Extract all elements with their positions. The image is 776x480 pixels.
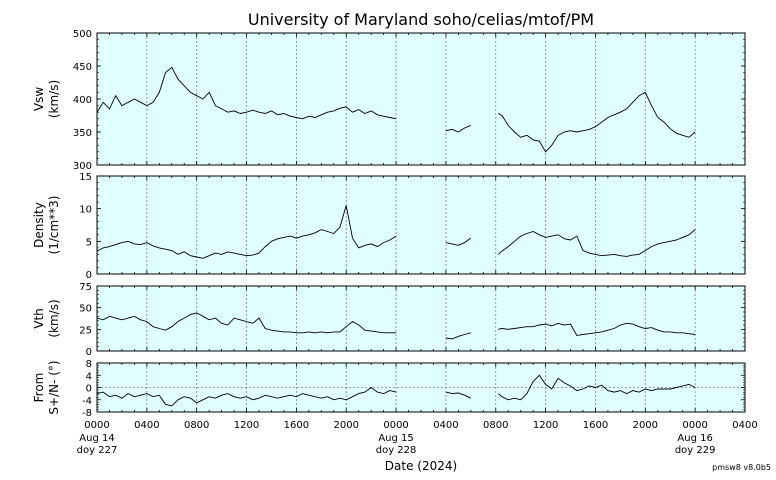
panel-2: 0 5 10 15 Density (1/cm**3) bbox=[32, 172, 746, 281]
data-series bbox=[445, 237, 472, 246]
y-axis-label-line2: (km/s) bbox=[47, 299, 61, 337]
y-tick-label: 4 bbox=[86, 371, 92, 382]
x-tick-label: 1600 bbox=[284, 420, 309, 431]
data-series bbox=[445, 124, 471, 133]
panel-background bbox=[97, 33, 745, 165]
y-tick-label: 75 bbox=[79, 282, 92, 293]
data-series bbox=[96, 66, 397, 120]
x-day-label: Aug 14 bbox=[79, 433, 114, 444]
y-tick-label: 25 bbox=[79, 325, 92, 336]
x-day-label: Aug 15 bbox=[378, 433, 413, 444]
panel-background bbox=[97, 176, 745, 274]
y-axis-label-line1: From bbox=[32, 373, 46, 403]
data-series bbox=[498, 229, 696, 257]
x-tick-label: 0800 bbox=[184, 420, 209, 431]
data-series bbox=[498, 322, 696, 336]
x-tick-label: 1600 bbox=[583, 420, 608, 431]
panel-frame bbox=[96, 362, 746, 413]
y-tick-label: 500 bbox=[73, 29, 92, 40]
data-series bbox=[445, 391, 471, 399]
y-axis-label-line2: S+/N- (°) bbox=[47, 360, 61, 414]
x-tick-label: 0000 bbox=[682, 420, 707, 431]
panel-frame bbox=[96, 285, 746, 352]
y-tick-label: 0 bbox=[86, 384, 92, 395]
x-axis: 0000 0400 0800 1200 1600 2000 0000 0400 0800 1200… bbox=[77, 420, 758, 456]
y-tick-label: 450 bbox=[73, 62, 92, 73]
panel-background bbox=[97, 286, 745, 351]
y-tick-label: 0 bbox=[86, 270, 92, 281]
panel-frame bbox=[96, 32, 746, 166]
y-tick-label: 300 bbox=[73, 161, 92, 172]
x-tick-label: 0000 bbox=[383, 420, 408, 431]
data-series bbox=[96, 205, 397, 259]
x-tick-label: 0000 bbox=[84, 420, 109, 431]
y-tick-label: -4 bbox=[82, 396, 92, 407]
footer-version: pmsw8 v8.0b5 bbox=[712, 463, 771, 472]
x-axis-label: Date (2024) bbox=[385, 459, 457, 473]
x-tick-label: 2000 bbox=[334, 420, 359, 431]
y-tick-label: 350 bbox=[73, 128, 92, 139]
y-tick-label: 15 bbox=[79, 172, 92, 183]
y-tick-label: 5 bbox=[86, 237, 92, 248]
x-tick-label: 1200 bbox=[234, 420, 259, 431]
panel-3: 0 25 50 75 Vth (km/s) bbox=[32, 282, 746, 358]
x-doy-label: doy 227 bbox=[77, 445, 118, 456]
y-axis-label-line1: Vth bbox=[32, 308, 46, 329]
y-tick-label: 400 bbox=[73, 95, 92, 106]
x-tick-label: 1200 bbox=[533, 420, 558, 431]
chart-title: University of Maryland soho/celias/mtof/… bbox=[248, 10, 594, 29]
x-doy-label: doy 229 bbox=[675, 445, 716, 456]
y-tick-label: 10 bbox=[79, 205, 92, 216]
x-tick-label: 0400 bbox=[433, 420, 458, 431]
x-tick-label: 0400 bbox=[134, 420, 159, 431]
y-axis-label-line2: (km/s) bbox=[47, 80, 61, 118]
panel-4: -8-40 48 From S+/N- (°) bbox=[32, 359, 746, 419]
x-doy-label: doy 228 bbox=[376, 445, 417, 456]
panel-1: 300 350 400 450 500 Vsw (km/s) bbox=[32, 29, 746, 172]
x-tick-label: 2000 bbox=[633, 420, 658, 431]
y-tick-label: 8 bbox=[86, 359, 92, 370]
y-axis-label-line1: Vsw bbox=[32, 87, 46, 111]
x-tick-label: 0400 bbox=[732, 420, 757, 431]
x-day-label: Aug 16 bbox=[677, 433, 712, 444]
data-series bbox=[498, 91, 696, 153]
y-tick-label: 0 bbox=[86, 347, 92, 358]
panel-frame bbox=[96, 175, 746, 275]
y-tick-label: 50 bbox=[79, 304, 92, 315]
x-tick-label: 0800 bbox=[483, 420, 508, 431]
data-series bbox=[96, 312, 397, 334]
y-tick-label: -8 bbox=[82, 408, 92, 419]
data-series bbox=[96, 386, 397, 407]
y-axis-label-line1: Density bbox=[32, 202, 46, 248]
data-series bbox=[498, 374, 696, 401]
y-axis-label-line2: (1/cm**3) bbox=[47, 196, 61, 255]
data-series bbox=[445, 332, 471, 340]
